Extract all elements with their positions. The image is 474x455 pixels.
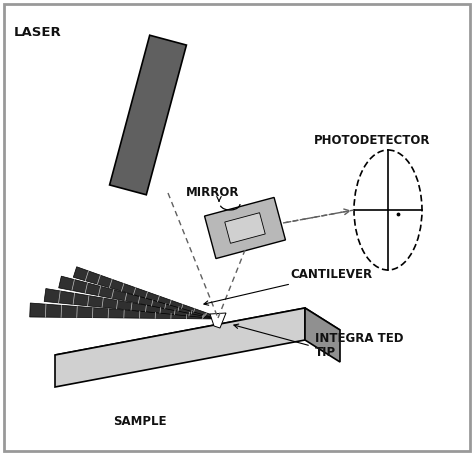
Polygon shape xyxy=(59,276,218,319)
Polygon shape xyxy=(30,303,218,319)
Polygon shape xyxy=(73,267,219,319)
Text: LASER: LASER xyxy=(14,26,62,39)
Text: PHOTODETECTOR: PHOTODETECTOR xyxy=(314,134,430,147)
Polygon shape xyxy=(44,288,218,319)
Polygon shape xyxy=(305,308,340,362)
Text: CANTILEVER: CANTILEVER xyxy=(204,268,372,305)
Polygon shape xyxy=(55,308,340,378)
Text: TIP: TIP xyxy=(315,346,336,359)
Text: INTEGRA TED: INTEGRA TED xyxy=(315,332,403,345)
Text: SAMPLE: SAMPLE xyxy=(113,415,167,428)
Text: MIRROR: MIRROR xyxy=(186,186,239,199)
Ellipse shape xyxy=(354,150,422,270)
Polygon shape xyxy=(205,197,285,258)
Polygon shape xyxy=(225,213,265,243)
Polygon shape xyxy=(210,313,226,328)
Polygon shape xyxy=(109,35,186,195)
Polygon shape xyxy=(55,308,305,387)
